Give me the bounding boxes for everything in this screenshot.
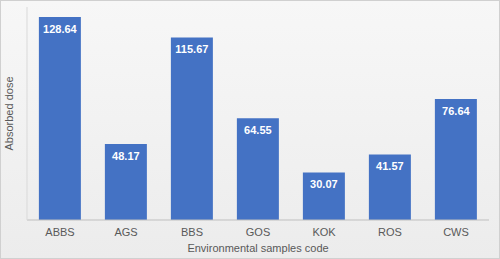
- svg-text:76.64: 76.64: [442, 105, 470, 117]
- svg-text:115.67: 115.67: [175, 43, 208, 55]
- svg-text:AGS: AGS: [114, 226, 137, 238]
- svg-text:BBS: BBS: [181, 226, 203, 238]
- svg-text:64.55: 64.55: [244, 124, 272, 136]
- svg-text:ROS: ROS: [378, 226, 402, 238]
- svg-text:CWS: CWS: [443, 226, 469, 238]
- svg-text:GOS: GOS: [246, 226, 270, 238]
- svg-text:30.07: 30.07: [310, 178, 338, 190]
- svg-text:128.64: 128.64: [43, 23, 78, 35]
- svg-text:Environmental samples code: Environmental samples code: [187, 242, 328, 254]
- svg-text:ABBS: ABBS: [45, 226, 74, 238]
- svg-text:48.17: 48.17: [112, 150, 140, 162]
- svg-text:Absorbed dose: Absorbed dose: [8, 77, 15, 151]
- svg-text:41.57: 41.57: [376, 160, 404, 172]
- svg-text:KOK: KOK: [312, 226, 336, 238]
